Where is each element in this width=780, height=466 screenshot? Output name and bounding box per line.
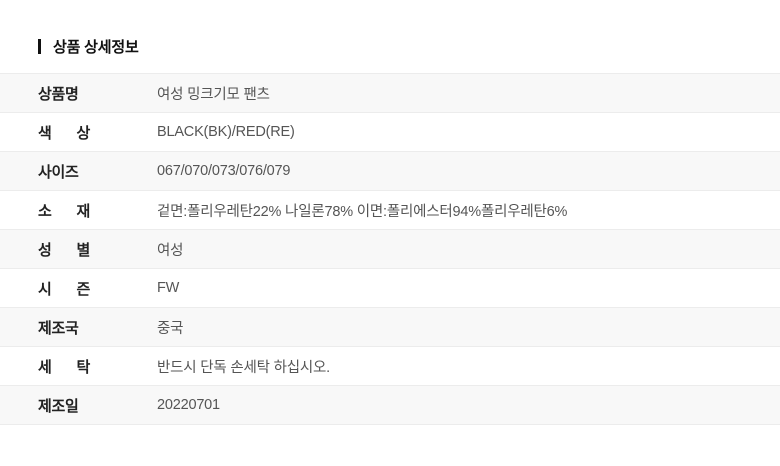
spec-value: 여성 밍크기모 팬츠 bbox=[157, 86, 270, 103]
table-row: 상품명 여성 밍크기모 팬츠 bbox=[0, 74, 780, 113]
table-row: 세 탁 반드시 단독 손세탁 하십시오. bbox=[0, 347, 780, 386]
section-title: 상품 상세정보 bbox=[53, 38, 139, 56]
spec-label: 시 즌 bbox=[38, 280, 90, 298]
spec-value: BLACK(BK)/RED(RE) bbox=[157, 124, 295, 140]
spec-label: 세 탁 bbox=[38, 358, 90, 376]
spec-label: 사이즈 bbox=[38, 163, 79, 181]
section-accent-bar bbox=[38, 38, 41, 54]
spec-label: 제조국 bbox=[38, 319, 79, 337]
spec-value: 겉면:폴리우레탄22% 나일론78% 이면:폴리에스터94%폴리우레탄6% bbox=[157, 203, 568, 220]
spec-value: FW bbox=[157, 280, 180, 296]
spec-value: 20220701 bbox=[157, 397, 220, 413]
table-row: 성 별 여성 bbox=[0, 230, 780, 269]
spec-label: 성 별 bbox=[38, 241, 90, 259]
spec-label: 제조일 bbox=[38, 397, 79, 415]
section-header: 상품 상세정보 bbox=[38, 36, 139, 56]
spec-value: 067/070/073/076/079 bbox=[157, 163, 291, 179]
spec-value: 여성 bbox=[157, 242, 184, 259]
table-row: 제조일 20220701 bbox=[0, 386, 780, 425]
spec-value: 반드시 단독 손세탁 하십시오. bbox=[157, 359, 330, 376]
table-row: 사이즈 067/070/073/076/079 bbox=[0, 152, 780, 191]
spec-value: 중국 bbox=[157, 320, 184, 337]
table-row: 제조국 중국 bbox=[0, 308, 780, 347]
spec-label: 상품명 bbox=[38, 85, 79, 103]
table-row: 소 재 겉면:폴리우레탄22% 나일론78% 이면:폴리에스터94%폴리우레탄6% bbox=[0, 191, 780, 230]
spec-label: 소 재 bbox=[38, 202, 90, 220]
table-row: 색 상 BLACK(BK)/RED(RE) bbox=[0, 113, 780, 152]
table-row: 시 즌 FW bbox=[0, 269, 780, 308]
spec-label: 색 상 bbox=[38, 124, 90, 142]
